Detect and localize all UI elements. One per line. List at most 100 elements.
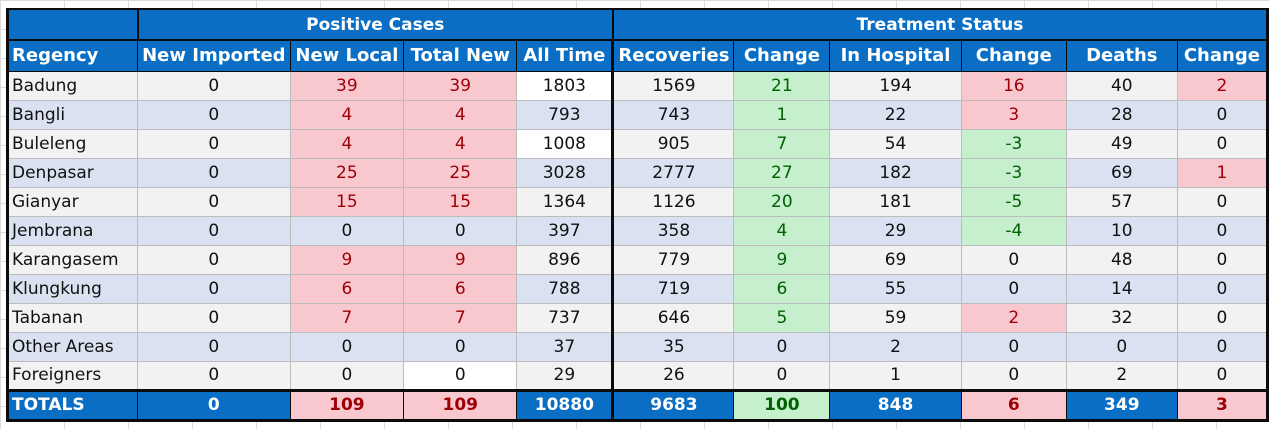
cell-new-local[interactable]: 4: [289, 99, 405, 130]
total-new-local[interactable]: 109: [289, 388, 405, 422]
cell-death-change[interactable]: 0: [1176, 360, 1269, 391]
total-death-change[interactable]: 3: [1176, 388, 1269, 422]
cell-all-time[interactable]: 1364: [516, 186, 614, 217]
cell-hosp-change[interactable]: 0: [960, 331, 1067, 362]
cell-total-new[interactable]: 4: [403, 99, 518, 130]
cell-deaths[interactable]: 48: [1065, 244, 1178, 275]
cell-name[interactable]: Foreigners: [5, 360, 139, 391]
cell-new-local[interactable]: 39: [289, 70, 405, 101]
total-deaths[interactable]: 349: [1065, 388, 1178, 422]
cell-new-local[interactable]: 6: [289, 273, 405, 304]
cell-recoveries[interactable]: 905: [611, 128, 735, 159]
cell-all-time[interactable]: 896: [516, 244, 614, 275]
cell-name[interactable]: Tabanan: [5, 302, 139, 333]
cell-all-time[interactable]: 793: [516, 99, 614, 130]
cell-name[interactable]: Denpasar: [5, 157, 139, 188]
cell-in-hospital[interactable]: 181: [829, 186, 962, 217]
cell-recoveries[interactable]: 646: [611, 302, 735, 333]
cell-all-time[interactable]: 37: [516, 331, 614, 362]
total-rec-change[interactable]: 100: [733, 388, 831, 422]
cell-recoveries[interactable]: 719: [611, 273, 735, 304]
cell-name[interactable]: Karangasem: [5, 244, 139, 275]
cell-name[interactable]: Gianyar: [5, 186, 139, 217]
total-hosp-change[interactable]: 6: [960, 388, 1067, 422]
cell-new-imported[interactable]: 0: [137, 360, 291, 391]
cell-deaths[interactable]: 57: [1065, 186, 1178, 217]
cell-total-new[interactable]: 4: [403, 128, 518, 159]
cell-new-imported[interactable]: 0: [137, 157, 291, 188]
cell-recoveries[interactable]: 1126: [611, 186, 735, 217]
cell-hosp-change[interactable]: 3: [960, 99, 1067, 130]
cell-in-hospital[interactable]: 69: [829, 244, 962, 275]
cell-in-hospital[interactable]: 54: [829, 128, 962, 159]
cell-new-local[interactable]: 0: [289, 360, 405, 391]
cell-hosp-change[interactable]: -5: [960, 186, 1067, 217]
total-all-time[interactable]: 10880: [516, 388, 614, 422]
cell-total-new[interactable]: 6: [403, 273, 518, 304]
cell-rec-change[interactable]: 0: [733, 360, 831, 391]
cell-new-local[interactable]: 25: [289, 157, 405, 188]
cell-rec-change[interactable]: 0: [733, 331, 831, 362]
cell-new-imported[interactable]: 0: [137, 244, 291, 275]
cell-new-imported[interactable]: 0: [137, 186, 291, 217]
cell-name[interactable]: Jembrana: [5, 215, 139, 246]
cell-new-local[interactable]: 7: [289, 302, 405, 333]
cell-deaths[interactable]: 2: [1065, 360, 1178, 391]
cell-hosp-change[interactable]: 0: [960, 360, 1067, 391]
cell-in-hospital[interactable]: 182: [829, 157, 962, 188]
cell-rec-change[interactable]: 7: [733, 128, 831, 159]
cell-death-change[interactable]: 0: [1176, 302, 1269, 333]
cell-all-time[interactable]: 1803: [516, 70, 614, 101]
cell-new-imported[interactable]: 0: [137, 215, 291, 246]
cell-total-new[interactable]: 0: [403, 360, 518, 391]
cell-rec-change[interactable]: 1: [733, 99, 831, 130]
cell-name[interactable]: Klungkung: [5, 273, 139, 304]
cell-new-local[interactable]: 4: [289, 128, 405, 159]
total-name[interactable]: TOTALS: [5, 388, 139, 422]
cell-death-change[interactable]: 0: [1176, 244, 1269, 275]
cell-in-hospital[interactable]: 55: [829, 273, 962, 304]
cell-rec-change[interactable]: 20: [733, 186, 831, 217]
cell-deaths[interactable]: 14: [1065, 273, 1178, 304]
cell-new-local[interactable]: 0: [289, 215, 405, 246]
cell-total-new[interactable]: 25: [403, 157, 518, 188]
cell-rec-change[interactable]: 27: [733, 157, 831, 188]
cell-hosp-change[interactable]: -3: [960, 128, 1067, 159]
cell-deaths[interactable]: 28: [1065, 99, 1178, 130]
cell-hosp-change[interactable]: 2: [960, 302, 1067, 333]
cell-recoveries[interactable]: 358: [611, 215, 735, 246]
cell-new-imported[interactable]: 0: [137, 302, 291, 333]
cell-rec-change[interactable]: 5: [733, 302, 831, 333]
cell-recoveries[interactable]: 1569: [611, 70, 735, 101]
cell-all-time[interactable]: 788: [516, 273, 614, 304]
cell-new-imported[interactable]: 0: [137, 99, 291, 130]
cell-name[interactable]: Other Areas: [5, 331, 139, 362]
cell-in-hospital[interactable]: 29: [829, 215, 962, 246]
cell-new-local[interactable]: 9: [289, 244, 405, 275]
cell-death-change[interactable]: 0: [1176, 273, 1269, 304]
cell-new-imported[interactable]: 0: [137, 273, 291, 304]
cell-death-change[interactable]: 0: [1176, 186, 1269, 217]
cell-deaths[interactable]: 32: [1065, 302, 1178, 333]
cell-recoveries[interactable]: 2777: [611, 157, 735, 188]
cell-name[interactable]: Badung: [5, 70, 139, 101]
cell-all-time[interactable]: 397: [516, 215, 614, 246]
cell-total-new[interactable]: 15: [403, 186, 518, 217]
cell-hosp-change[interactable]: 0: [960, 273, 1067, 304]
cell-total-new[interactable]: 9: [403, 244, 518, 275]
cell-rec-change[interactable]: 6: [733, 273, 831, 304]
cell-death-change[interactable]: 0: [1176, 331, 1269, 362]
cell-name[interactable]: Buleleng: [5, 128, 139, 159]
cell-recoveries[interactable]: 779: [611, 244, 735, 275]
cell-death-change[interactable]: 0: [1176, 215, 1269, 246]
total-new-imported[interactable]: 0: [137, 388, 291, 422]
cell-recoveries[interactable]: 743: [611, 99, 735, 130]
cell-recoveries[interactable]: 26: [611, 360, 735, 391]
total-recoveries[interactable]: 9683: [611, 388, 735, 422]
cell-rec-change[interactable]: 21: [733, 70, 831, 101]
cell-hosp-change[interactable]: 16: [960, 70, 1067, 101]
cell-all-time[interactable]: 29: [516, 360, 614, 391]
cell-new-imported[interactable]: 0: [137, 331, 291, 362]
cell-in-hospital[interactable]: 2: [829, 331, 962, 362]
cell-new-local[interactable]: 0: [289, 331, 405, 362]
